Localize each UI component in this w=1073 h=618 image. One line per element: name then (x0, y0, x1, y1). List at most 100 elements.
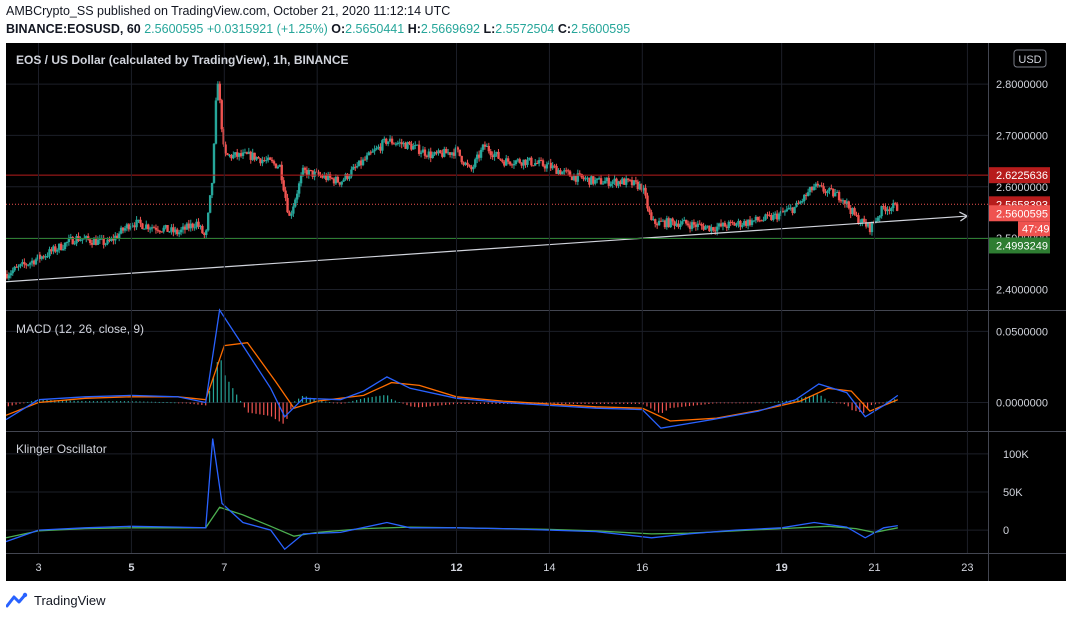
candle-body (69, 237, 72, 239)
candle-body (34, 259, 38, 265)
candle-body (576, 173, 580, 182)
candle-body (48, 249, 51, 257)
candle-body (762, 219, 765, 221)
candle-body (690, 222, 694, 229)
candle-body (710, 227, 713, 232)
candle-body (785, 209, 789, 212)
candle-body (251, 152, 254, 160)
candle-body (158, 230, 162, 232)
macd-histogram-bar (553, 402, 555, 404)
candle-body (617, 181, 620, 186)
candle-body (692, 222, 696, 225)
candle-body (206, 212, 210, 231)
macd-histogram-bar (870, 402, 873, 406)
candle-body (425, 155, 429, 157)
macd-histogram-bar (23, 402, 25, 404)
candle-body (102, 238, 105, 245)
time-tick-label: 3 (35, 562, 41, 574)
candle-body (17, 266, 20, 268)
close-label: C: (557, 22, 572, 36)
candle-body (789, 207, 792, 209)
macd-histogram-bar (154, 401, 156, 403)
macd-histogram-bar (352, 400, 354, 403)
trading-chart[interactable]: 2.80000002.70000002.60000002.50000002.40… (6, 43, 1066, 581)
macd-histogram-bar (743, 402, 745, 404)
candle-body (36, 254, 40, 260)
macd-histogram-bar (785, 400, 787, 403)
candle-body (671, 218, 674, 222)
candle-body (541, 160, 545, 166)
macd-histogram-bar (298, 398, 300, 403)
candle-body (119, 227, 123, 234)
klinger-pane[interactable]: Klinger Oscillator (16, 442, 107, 456)
candle-body (748, 219, 752, 225)
macd-histogram-bar (816, 394, 818, 403)
candle-body (214, 100, 218, 144)
candle-body (259, 158, 262, 164)
candle-body (868, 222, 872, 233)
time-tick-label: 14 (543, 562, 555, 574)
candle-body (19, 264, 22, 267)
candle-body (487, 145, 491, 152)
candle-body (514, 160, 518, 164)
candle-body (330, 177, 334, 179)
candle-body (725, 226, 729, 228)
candle-body (85, 236, 88, 239)
macd-histogram-bar (746, 402, 749, 404)
macd-histogram-bar (267, 402, 269, 416)
candle-body (274, 163, 278, 169)
candle-body (56, 249, 59, 252)
price-pane[interactable]: EOS / US Dollar (calculated by TradingVi… (16, 49, 1047, 68)
macd-histogram-bar (321, 400, 323, 403)
candle-body (477, 154, 481, 158)
macd-histogram-bar (572, 402, 575, 404)
price-tick-label: 2.6000000 (996, 182, 1048, 194)
macd-histogram-bar (390, 399, 393, 403)
currency-button[interactable] (1013, 49, 1047, 68)
candle-body (737, 220, 740, 225)
candle-body (547, 162, 550, 165)
macd-histogram-bar (220, 360, 222, 403)
macd-histogram-bar (181, 402, 184, 404)
macd-histogram-bar (162, 402, 164, 403)
candle-body (301, 167, 305, 176)
macd-histogram-bar (626, 402, 629, 404)
candle-body (253, 152, 256, 160)
candle-body (594, 179, 597, 184)
candle-body (613, 178, 616, 182)
macd-histogram-bar (178, 402, 180, 404)
macd-pane[interactable]: MACD (12, 26, close, 9) (16, 322, 144, 336)
macd-histogram-bar (309, 397, 311, 403)
candle-body (706, 225, 709, 227)
candle-body (539, 160, 543, 162)
macd-histogram-bar (623, 402, 625, 404)
macd-histogram-bar (479, 402, 482, 404)
macd-histogram-bar (812, 395, 814, 403)
candle-body (855, 214, 858, 216)
candle-body (882, 206, 885, 208)
macd-histogram-bar (344, 402, 346, 404)
price-level-label: 2.5600595 (996, 208, 1048, 220)
candle-body (466, 162, 469, 166)
candle-body (156, 229, 160, 231)
candle-body (607, 177, 610, 186)
macd-histogram-bar (886, 401, 888, 403)
candle-body (714, 230, 717, 232)
candle-body (799, 201, 802, 204)
candle-body (657, 220, 661, 226)
candle-body (625, 178, 628, 185)
candle-body (96, 239, 100, 245)
candle-body (530, 157, 533, 166)
candle-body (46, 256, 49, 258)
macd-histogram-bar (247, 402, 249, 413)
candle-body (410, 144, 413, 150)
macd-histogram-bar (127, 401, 129, 403)
macd-histogram-bar (863, 402, 865, 413)
macd-histogram-bar (402, 402, 404, 404)
candle-body (195, 221, 198, 228)
macd-histogram-bar (456, 402, 458, 404)
candle-body (92, 239, 96, 245)
candle-body (106, 239, 109, 244)
candle-body (315, 171, 318, 173)
macd-histogram-bar (468, 402, 470, 404)
